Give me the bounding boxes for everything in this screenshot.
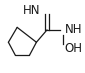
Text: HN: HN (22, 4, 40, 17)
Text: NH: NH (64, 23, 82, 36)
Text: OH: OH (64, 42, 82, 55)
